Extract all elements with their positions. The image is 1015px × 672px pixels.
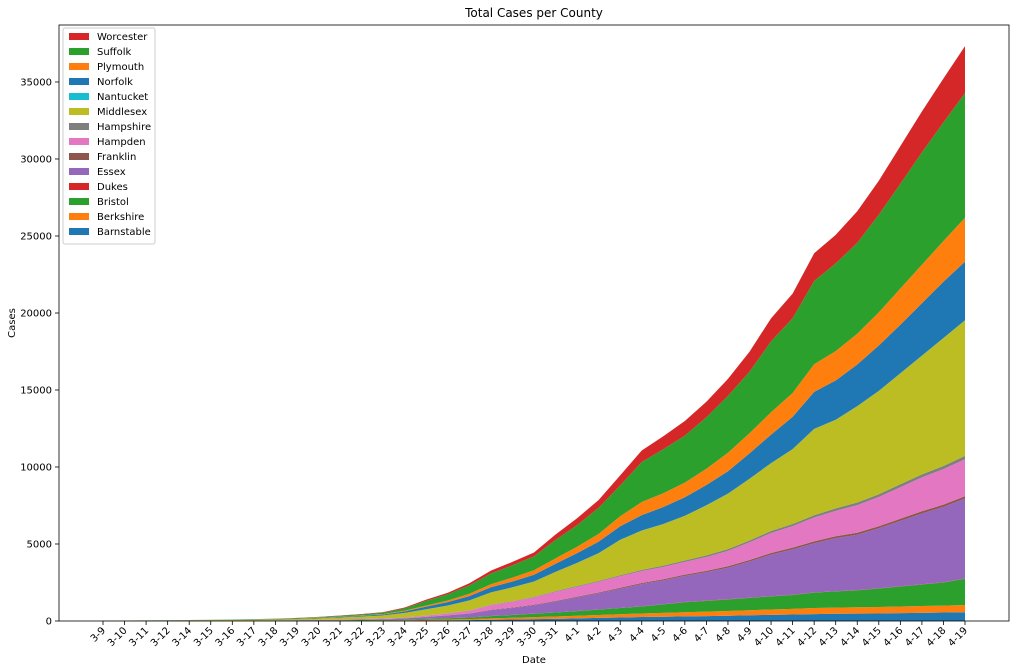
legend-swatch-worcester (69, 33, 89, 40)
x-tick-label: 4-3 (606, 625, 625, 644)
x-tick-label: 3-18 (257, 625, 281, 649)
legend-label-bristol: Bristol (97, 197, 129, 208)
y-tick-label: 30000 (20, 154, 52, 165)
legend-swatch-berkshire (69, 213, 89, 220)
legend-label-middlesex: Middlesex (97, 107, 147, 118)
y-tick-label: 35000 (20, 77, 52, 88)
legend-swatch-norfolk (69, 78, 89, 85)
legend-label-essex: Essex (97, 167, 126, 178)
area-berkshire (103, 604, 965, 621)
x-tick-label: 4-16 (882, 625, 906, 649)
x-tick-label: 3-12 (149, 625, 173, 649)
x-axis-title: Date (522, 655, 546, 666)
x-tick-label: 4-10 (752, 625, 776, 649)
x-tick-label: 3-19 (278, 625, 302, 649)
y-tick-label: 5000 (27, 539, 52, 550)
area-layers (103, 46, 965, 621)
x-tick-label: 3-17 (235, 625, 259, 649)
area-bristol (103, 578, 965, 621)
x-tick-label: 3-30 (515, 625, 539, 649)
x-tick-label: 4-14 (839, 625, 863, 649)
x-tick-label: 3-20 (300, 625, 324, 649)
legend: Worcester Suffolk Plymouth Norfolk Nantucket… (62, 27, 156, 245)
area-middlesex (103, 320, 965, 621)
x-tick-label: 4-17 (903, 625, 927, 649)
x-tick-label: 4-12 (795, 625, 819, 649)
x-tick-label: 3-26 (429, 625, 453, 649)
x-tick-label: 4-13 (817, 625, 841, 649)
x-tick-label: 3-15 (192, 625, 216, 649)
x-tick-label: 3-10 (106, 625, 130, 649)
area-barnstable (103, 612, 965, 621)
x-axis: 3-93-103-113-123-143-153-163-173-183-193… (89, 621, 970, 649)
legend-label-hampden: Hampden (97, 137, 146, 148)
x-tick-label: 4-7 (692, 625, 711, 644)
x-tick-label: 4-4 (628, 625, 647, 644)
legend-swatch-hampshire (69, 123, 89, 130)
area-suffolk (103, 93, 965, 621)
plot-frame (58, 24, 1010, 622)
x-tick-label: 4-15 (860, 625, 884, 649)
y-tick-label: 10000 (20, 462, 52, 473)
x-tick-label: 3-21 (321, 625, 345, 649)
area-hampden (103, 459, 965, 621)
x-tick-label: 4-19 (946, 625, 970, 649)
x-tick-label: 3-31 (537, 625, 561, 649)
x-tick-label: 3-25 (408, 625, 432, 649)
x-tick-label: 3-16 (214, 625, 238, 649)
x-tick-label: 4-11 (774, 625, 798, 649)
legend-swatch-franklin (69, 153, 89, 160)
y-tick-label: 20000 (20, 308, 52, 319)
x-tick-label: 3-28 (472, 625, 496, 649)
legend-swatch-plymouth (69, 63, 89, 70)
x-tick-label: 4-8 (714, 625, 733, 644)
legend-swatch-hampden (69, 138, 89, 145)
x-tick-label: 3-23 (364, 625, 388, 649)
y-axis: 0 5000 10000 15000 20000 25000 30000 35000 (20, 77, 59, 628)
legend-label-norfolk: Norfolk (97, 77, 133, 88)
legend-swatch-barnstable (69, 228, 89, 235)
y-tick-label: 0 (46, 617, 52, 628)
x-tick-label: 3-11 (127, 625, 151, 649)
legend-swatch-middlesex (69, 108, 89, 115)
legend-label-worcester: Worcester (97, 32, 148, 43)
x-tick-label: 4-6 (671, 625, 690, 644)
chart-title: Total Cases per County (464, 6, 603, 20)
legend-label-suffolk: Suffolk (97, 47, 131, 58)
legend-swatch-essex (69, 168, 89, 175)
x-tick-label: 3-22 (343, 625, 367, 649)
legend-swatch-dukes (69, 183, 89, 190)
x-tick-label: 4-1 (563, 625, 582, 644)
legend-label-hampshire: Hampshire (97, 122, 151, 133)
x-tick-label: 3-24 (386, 625, 410, 649)
x-tick-label: 4-5 (649, 625, 668, 644)
legend-label-berkshire: Berkshire (97, 212, 144, 223)
area-norfolk (103, 261, 965, 621)
y-axis-title: Cases (7, 308, 18, 338)
legend-label-plymouth: Plymouth (97, 62, 144, 73)
area-essex (103, 498, 965, 621)
x-tick-label: 4-2 (584, 625, 603, 644)
legend-label-nantucket: Nantucket (97, 92, 148, 103)
y-tick-label: 15000 (20, 385, 52, 396)
legend-swatch-nantucket (69, 93, 89, 100)
legend-swatch-bristol (69, 198, 89, 205)
x-tick-label: 4-18 (925, 625, 949, 649)
legend-label-franklin: Franklin (97, 152, 136, 163)
legend-label-barnstable: Barnstable (97, 227, 151, 238)
x-tick-label: 3-29 (494, 625, 518, 649)
legend-swatch-suffolk (69, 48, 89, 55)
x-tick-label: 3-27 (451, 625, 475, 649)
x-tick-label: 3-14 (170, 625, 194, 649)
y-tick-label: 25000 (20, 231, 52, 242)
legend-label-dukes: Dukes (97, 182, 128, 193)
